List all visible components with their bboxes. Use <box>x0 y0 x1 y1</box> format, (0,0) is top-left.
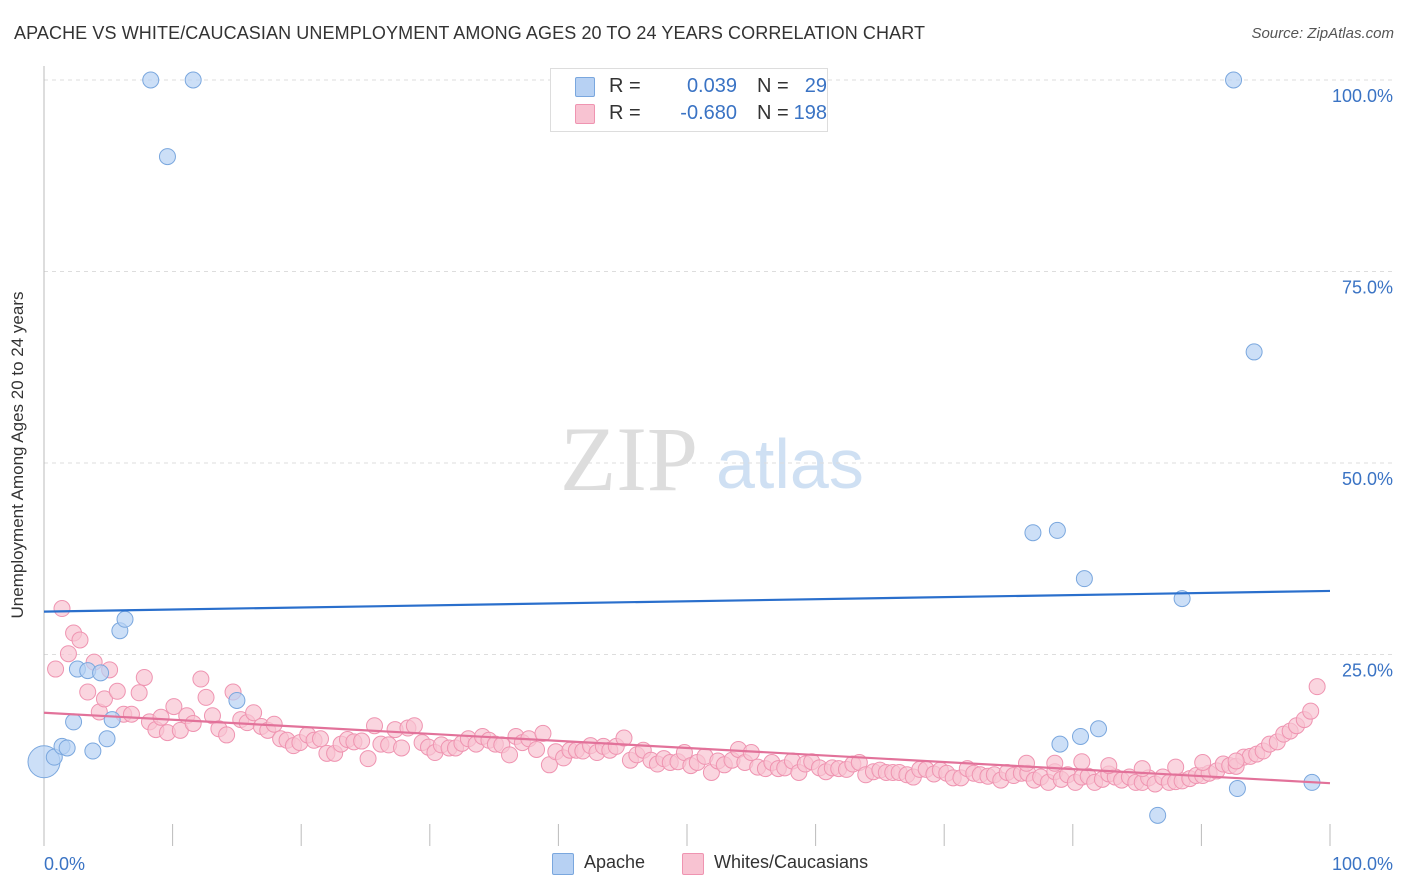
white-point <box>311 730 329 748</box>
apache-point <box>116 610 134 628</box>
apache-point <box>103 711 121 729</box>
white-point <box>152 708 170 726</box>
apache-point <box>1149 806 1167 824</box>
r-value: -0.680 <box>680 102 737 124</box>
white-point <box>1018 754 1036 772</box>
apache-swatch <box>575 77 595 97</box>
white-point <box>79 683 97 701</box>
white-point <box>59 645 77 663</box>
white-point <box>165 698 183 716</box>
apache-point <box>92 664 110 682</box>
apache-legend-label: Apache <box>584 852 646 872</box>
white-point <box>405 717 423 735</box>
apache-point <box>1072 727 1090 745</box>
white-point <box>1194 754 1212 772</box>
watermark-atlas: atlas <box>716 425 864 503</box>
white-legend-label: Whites/Caucasians <box>714 852 869 872</box>
watermark: ZIP atlas <box>560 408 864 510</box>
apache-point <box>1225 71 1243 89</box>
apache-point <box>65 713 83 731</box>
white-point <box>71 631 89 649</box>
apache-point <box>1051 735 1069 753</box>
apache-point <box>1228 780 1246 798</box>
apache-point <box>1245 343 1263 361</box>
white-point <box>1308 678 1326 696</box>
white-point <box>245 704 263 722</box>
apache-point <box>184 71 202 89</box>
apache-legend-swatch <box>552 853 574 875</box>
white-point <box>197 688 215 706</box>
white-point <box>501 746 519 764</box>
white-point <box>1302 702 1320 720</box>
apache-trend-line <box>43 589 1331 613</box>
y-tick-label: 100.0% <box>1332 86 1393 106</box>
n-value: 29 <box>804 75 827 97</box>
white-series-points <box>47 600 1326 793</box>
trend-lines <box>43 589 1331 785</box>
r-value: 0.039 <box>686 75 737 97</box>
white-point <box>108 682 126 700</box>
white-point <box>53 600 71 618</box>
apache-point <box>1024 524 1042 542</box>
white-point <box>1167 758 1185 776</box>
watermark-zip: ZIP <box>560 408 698 510</box>
white-point <box>1100 757 1118 775</box>
apache-point <box>142 71 160 89</box>
white-swatch <box>575 104 595 124</box>
apache-point <box>1090 720 1108 738</box>
white-legend-swatch <box>682 853 704 875</box>
x-tick-label: 100.0% <box>1332 854 1393 874</box>
white-point <box>353 732 371 750</box>
white-point <box>1227 752 1245 770</box>
white-point <box>130 684 148 702</box>
r-label: R = <box>609 102 641 124</box>
y-tick-label: 75.0% <box>1342 278 1393 298</box>
apache-point <box>1173 590 1191 608</box>
y-axis-label: Unemployment Among Ages 20 to 24 years <box>8 291 27 619</box>
correlation-legend: R = 0.039 N = 29 R = -0.680 N = 198 <box>550 68 828 132</box>
white-point <box>135 668 153 686</box>
white-point <box>528 740 546 758</box>
white-point <box>218 726 236 744</box>
apache-point <box>84 742 102 760</box>
white-trend-line <box>43 711 1331 785</box>
x-tick-label: 0.0% <box>44 854 85 874</box>
r-label: R = <box>609 75 641 97</box>
axes <box>43 66 1331 846</box>
apache-point <box>228 691 246 709</box>
white-point <box>192 670 210 688</box>
white-point <box>95 690 113 708</box>
n-value: 198 <box>793 102 827 124</box>
n-label: N = <box>757 102 789 124</box>
white-point <box>1073 753 1091 771</box>
y-tick-label: 25.0% <box>1342 661 1393 681</box>
apache-point <box>98 730 116 748</box>
gridlines <box>44 79 1392 655</box>
chart-title: APACHE VS WHITE/CAUCASIAN UNEMPLOYMENT A… <box>14 23 926 43</box>
white-point <box>47 660 65 678</box>
apache-point <box>58 739 76 757</box>
apache-point <box>158 148 176 166</box>
tick-labels: 25.0% 50.0% 75.0% 100.0% 0.0% 100.0% <box>44 86 1393 874</box>
white-point <box>122 705 140 723</box>
apache-point <box>1048 521 1066 539</box>
white-point <box>359 750 377 768</box>
apache-series-points <box>27 71 1321 824</box>
white-point <box>615 729 633 747</box>
white-point <box>534 724 552 742</box>
source-label: Source: ZipAtlas.com <box>1251 25 1394 42</box>
y-tick-label: 50.0% <box>1342 469 1393 489</box>
apache-point <box>1075 570 1093 588</box>
n-label: N = <box>757 75 789 97</box>
white-point <box>393 739 411 757</box>
white-point <box>184 714 202 732</box>
